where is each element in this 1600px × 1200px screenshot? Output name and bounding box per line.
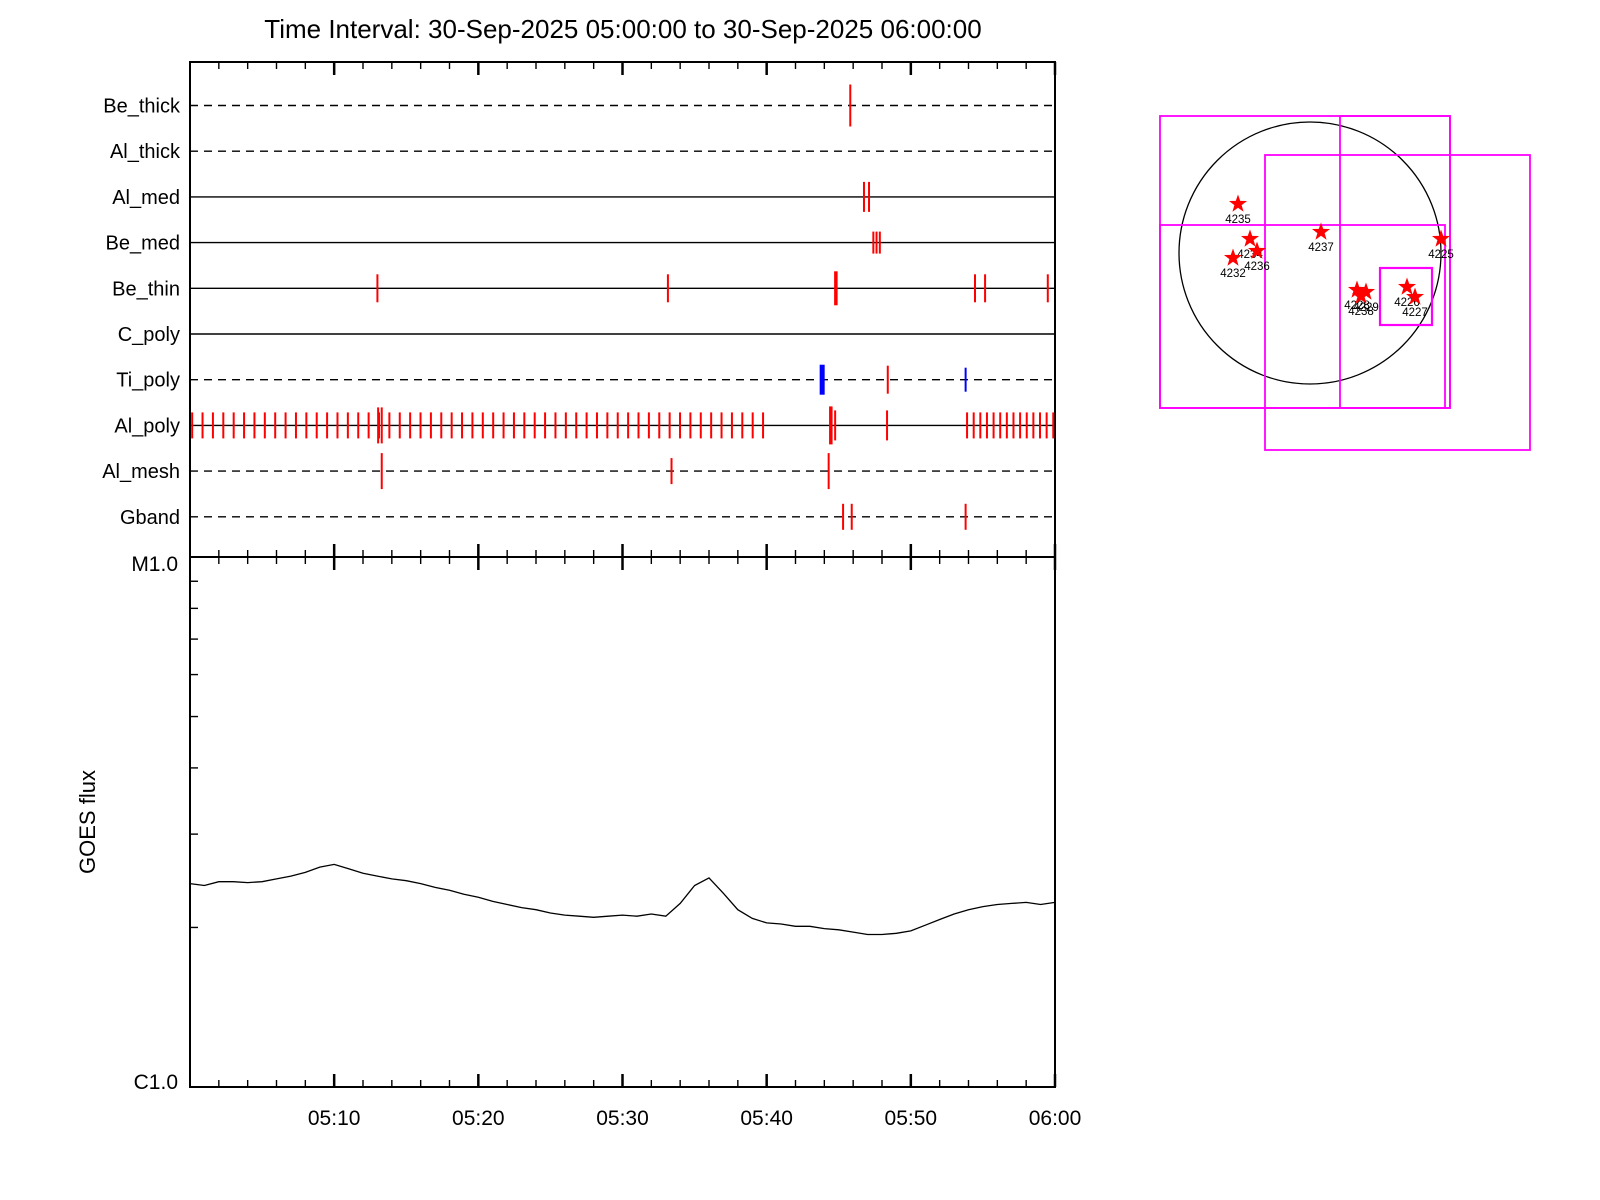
row-label-C_poly: C_poly (118, 324, 180, 346)
fov-rect (1159, 224, 1446, 409)
row-label-Al_med: Al_med (112, 187, 180, 209)
active-region-label: 4227 (1402, 307, 1428, 319)
active-region-star (1405, 287, 1425, 305)
x-tick-label: 05:20 (452, 1107, 505, 1130)
goes-ymin-label: C1.0 (134, 1071, 178, 1094)
active-region-label: 4237 (1308, 242, 1334, 254)
timeline-panel-border (189, 61, 1056, 558)
active-region-star (1247, 241, 1267, 259)
fov-rect (1159, 115, 1451, 409)
row-label-Be_thick: Be_thick (103, 96, 181, 118)
chart-title: Time Interval: 30-Sep-2025 05:00:00 to 3… (264, 14, 982, 44)
active-region-star (1356, 282, 1376, 300)
goes-ymax-label: M1.0 (131, 553, 178, 576)
active-region-star (1240, 229, 1260, 247)
row-label-Ti_poly: Ti_poly (116, 370, 180, 392)
fov-rect (1378, 266, 1434, 327)
row-label-Al_thick: Al_thick (110, 141, 181, 163)
active-region-star (1397, 277, 1417, 295)
active-region-star (1228, 194, 1248, 212)
goes-panel-border (189, 556, 1056, 1088)
row-label-Al_mesh: Al_mesh (102, 461, 180, 483)
active-region-label: 4235 (1225, 214, 1251, 226)
fov-rect (1264, 154, 1531, 451)
active-region-label: 4236 (1244, 261, 1270, 273)
row-label-Gband: Gband (120, 507, 180, 529)
x-tick-label: 05:30 (596, 1107, 649, 1130)
row-label-Be_thin: Be_thin (112, 278, 180, 300)
solar-limb (1178, 121, 1442, 385)
goes-flux-curve (189, 863, 1056, 936)
active-region-star (1223, 248, 1243, 266)
x-tick-label: 05:50 (885, 1107, 938, 1130)
x-tick-label: 06:00 (1029, 1107, 1082, 1130)
active-region-label: 4225 (1428, 249, 1454, 261)
active-region-label: 4238 (1348, 306, 1374, 318)
active-region-star (1311, 222, 1331, 240)
active-region-label: 4232 (1220, 268, 1246, 280)
x-tick-label: 05:10 (308, 1107, 361, 1130)
active-region-label: 4228 (1344, 300, 1370, 312)
active-region-label: 4229 (1353, 302, 1379, 314)
fov-rect (1339, 115, 1451, 409)
active-region-star (1351, 286, 1371, 304)
row-label-Be_med: Be_med (106, 233, 181, 255)
row-label-Al_poly: Al_poly (114, 415, 180, 437)
active-region-star (1347, 280, 1367, 298)
x-tick-label: 05:40 (740, 1107, 793, 1130)
active-region-star (1431, 229, 1451, 247)
